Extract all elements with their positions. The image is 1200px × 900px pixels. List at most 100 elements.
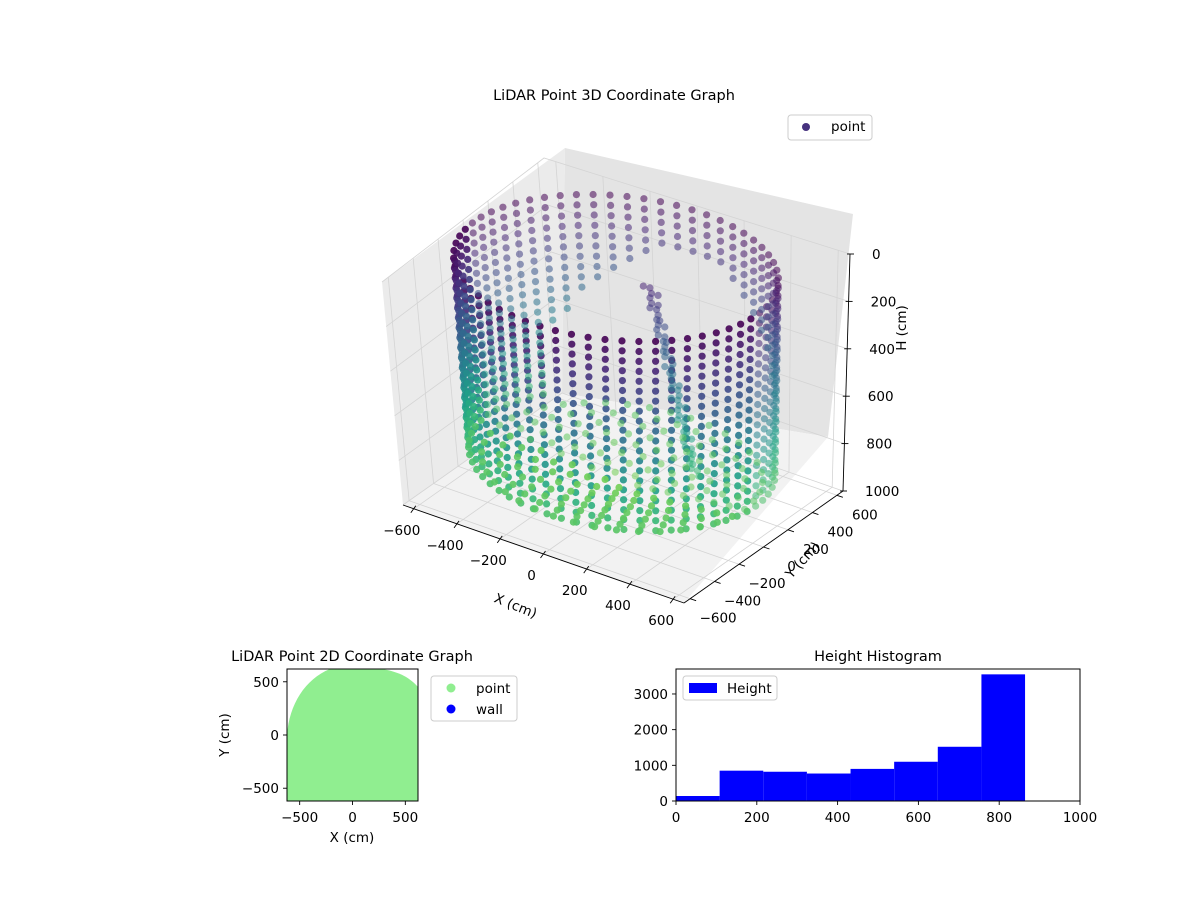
point-3d: [468, 382, 476, 391]
point-3d: [656, 198, 665, 206]
point-3d: [507, 315, 516, 323]
point-3d: [517, 424, 525, 433]
point-3d: [513, 453, 522, 461]
histogram-bars: [676, 674, 1026, 801]
point-3d: [623, 203, 632, 211]
point-3d: [570, 429, 578, 437]
point-3d: [757, 326, 766, 334]
point-3d: [464, 332, 472, 340]
point-3d: [771, 449, 780, 457]
x-tick-label-3d: −600: [383, 523, 420, 539]
point-3d: [557, 500, 566, 508]
histogram-frame: [675, 668, 1081, 802]
point-3d: [625, 244, 633, 252]
grid-left-y: [412, 258, 434, 484]
point-3d: [504, 264, 512, 272]
point-3d: [735, 411, 743, 419]
point-3d: [754, 380, 762, 388]
point-3d: [746, 345, 754, 353]
point-3d: [635, 357, 643, 365]
legend-2d: point wall: [430, 675, 518, 722]
point-3d: [737, 320, 745, 328]
point-3d: [649, 485, 657, 493]
point-3d: [753, 421, 761, 429]
point-3d: [523, 408, 531, 416]
x-tick-label-hist: 400: [825, 810, 851, 826]
point-3d: [723, 436, 731, 444]
point-3d: [668, 336, 676, 344]
point-3d: [515, 497, 523, 505]
x-tick-label-2d: 500: [392, 810, 418, 826]
point-3d: [494, 289, 502, 297]
point-3d: [642, 246, 650, 255]
point-3d: [712, 379, 720, 387]
plot-3d: LiDAR Point 3D Coordinate Graph −600 −400…: [381, 88, 910, 629]
point-3d: [569, 390, 577, 398]
point-3d: [764, 490, 772, 498]
point-3d: [666, 369, 674, 377]
point-3d: [541, 492, 549, 500]
point-3d: [688, 227, 697, 235]
point-3d: [532, 288, 540, 296]
point-3d: [500, 213, 508, 221]
point-3d: [466, 352, 474, 360]
point-3d: [772, 397, 780, 405]
point-3d: [531, 505, 539, 513]
point-3d: [744, 436, 753, 445]
point-3d: [772, 438, 780, 446]
point-3d: [758, 285, 766, 293]
point-3d: [486, 324, 494, 332]
point-3d: [588, 489, 596, 497]
point-3d: [496, 450, 504, 458]
point-3d: [476, 406, 484, 414]
point-3d: [556, 485, 565, 493]
point-3d: [653, 316, 661, 324]
point-3d: [591, 523, 599, 531]
point-3d: [683, 345, 692, 353]
point-3d: [744, 457, 752, 465]
point-3d: [492, 395, 500, 403]
legend-hist-swatch: [689, 683, 717, 693]
point-3d: [657, 460, 665, 468]
point-3d: [567, 410, 575, 418]
point-3d: [477, 330, 486, 338]
point-3d: [721, 430, 729, 438]
point-3d: [580, 399, 588, 407]
point-3d: [465, 342, 473, 350]
point-3d: [697, 483, 705, 491]
point-3d: [764, 292, 772, 300]
point-3d: [547, 285, 555, 293]
grid-floor-x: [672, 486, 833, 600]
point-3d: [568, 370, 577, 378]
point-3d: [735, 431, 743, 439]
point-3d: [652, 407, 660, 415]
point-3d: [474, 289, 482, 298]
point-3d: [689, 237, 697, 245]
point-3d: [745, 396, 753, 404]
histogram-bar: [806, 773, 851, 801]
point-3d: [469, 229, 477, 237]
point-3d: [740, 229, 748, 237]
legend-2d-wall-marker: [446, 704, 456, 714]
point-3d: [476, 310, 484, 318]
plot-2d: LiDAR Point 2D Coordinate Graph −500−500…: [217, 649, 518, 846]
point-3d: [560, 253, 568, 261]
point-3d: [652, 517, 660, 525]
point-3d: [559, 243, 568, 251]
point-3d: [703, 242, 711, 250]
point-3d: [695, 472, 703, 480]
point-3d: [518, 444, 526, 452]
point-3d: [725, 502, 733, 510]
point-3d: [771, 469, 779, 477]
point-3d: [504, 463, 512, 471]
point-3d: [729, 274, 737, 282]
point-3d: [603, 484, 611, 492]
plot-2d-title: LiDAR Point 2D Coordinate Graph: [231, 649, 473, 665]
point-3d: [761, 374, 769, 382]
point-3d: [764, 282, 772, 290]
point-3d: [575, 232, 583, 240]
point-3d: [682, 475, 691, 483]
point-3d: [555, 455, 564, 463]
point-3d: [458, 262, 466, 270]
point-3d: [480, 243, 488, 251]
